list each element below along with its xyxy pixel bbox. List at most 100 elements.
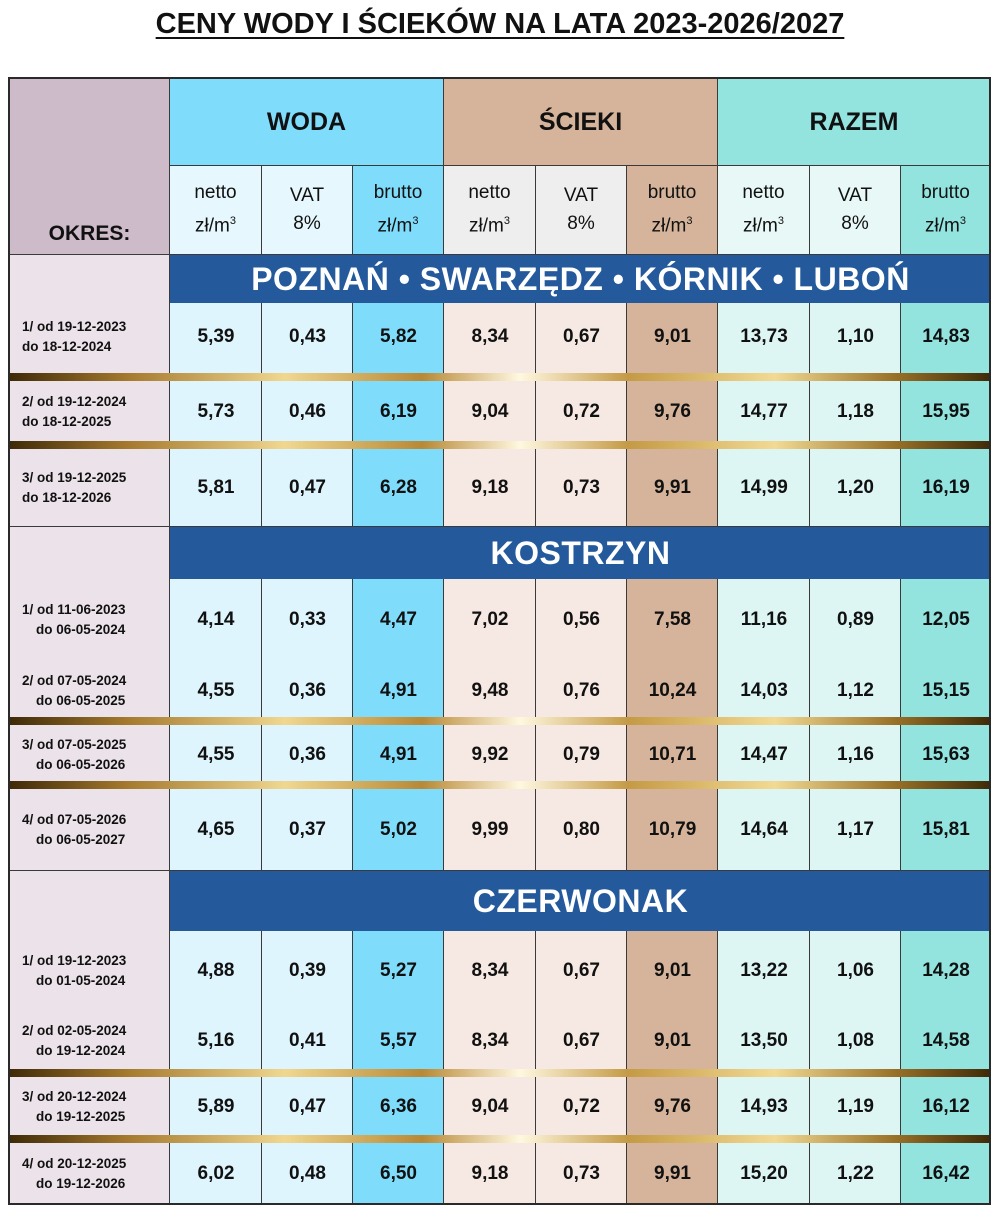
subheader-line2: 8% (841, 210, 868, 238)
section-band: KOSTRZYN (170, 527, 989, 579)
price-cell: 6,50 (380, 1163, 417, 1184)
price-cell: 1,10 (837, 326, 874, 347)
price-cell: 4,65 (197, 819, 235, 840)
price-cell: 9,01 (654, 1030, 691, 1051)
value-column-bg (901, 579, 989, 871)
price-cell: 9,76 (654, 400, 691, 422)
price-cell: 14,64 (740, 819, 788, 840)
section-band: POZNAŃ • SWARZĘDZ • KÓRNIK • LUBOŃ (170, 255, 989, 303)
price-cell: 0,67 (563, 960, 600, 981)
value-column-bg (810, 931, 901, 1203)
gold-separator (10, 373, 989, 381)
value-column-bg (170, 303, 262, 527)
price-cell: 15,63 (922, 744, 970, 765)
price-cell: 6,36 (380, 1096, 417, 1117)
price-cell: 4,91 (380, 680, 417, 701)
period-from: 1/ od 11-06-2023 (22, 602, 126, 617)
period-label: 2/ od 02-05-2024 do 19-12-2024 (10, 1021, 170, 1061)
price-cell: 10,24 (648, 680, 697, 701)
price-cell: 14,28 (922, 960, 970, 981)
price-cell: 9,99 (471, 819, 509, 840)
period-from: 2/ od 07-05-2024 (22, 673, 127, 688)
value-column-bg (536, 303, 627, 527)
subheader-unit: 8% (567, 213, 595, 234)
price-cell: 0,79 (563, 744, 600, 765)
gold-separator (10, 717, 989, 725)
subheader-line2: zł/m3 (469, 207, 510, 240)
subheader-vat: VAT 8% (262, 166, 353, 255)
price-cell: 0,73 (563, 477, 600, 498)
subheader-line2: zł/m3 (195, 207, 236, 240)
subheader-unit: zł/m (195, 215, 230, 237)
price-cell: 0,67 (563, 326, 600, 347)
price-cell: 4,14 (197, 609, 235, 630)
price-cell: 7,02 (471, 609, 509, 630)
price-cell: 1,08 (837, 1030, 874, 1051)
price-cell: 1,12 (837, 680, 874, 701)
price-cell: 14,58 (922, 1030, 970, 1051)
price-cell: 9,18 (471, 477, 509, 498)
period-label: 2/ od 19-12-2024 do 18-12-2025 (10, 392, 170, 432)
price-cell: 0,47 (289, 1096, 326, 1117)
subheader-unit: zł/m (925, 215, 960, 237)
period-label: 2/ od 07-05-2024 do 06-05-2025 (10, 671, 170, 711)
period-to: do 19-12-2025 (36, 1109, 126, 1124)
price-cell: 10,79 (648, 819, 697, 840)
value-column-bg (536, 579, 627, 871)
price-cell: 5,16 (197, 1030, 235, 1051)
period-label: 4/ od 20-12-2025 do 19-12-2026 (10, 1154, 170, 1194)
period-from: 4/ od 07-05-2026 (22, 812, 127, 827)
price-cell: 14,83 (922, 326, 970, 347)
period-from: 3/ od 07-05-2025 (22, 737, 127, 752)
price-cell: 0,67 (563, 1030, 600, 1051)
period-label: 3/ od 07-05-2025 do 06-05-2026 (10, 735, 170, 775)
value-column-bg (536, 931, 627, 1203)
subheader-line2: zł/m3 (378, 207, 419, 240)
subheader-unit-exponent: 3 (503, 215, 510, 228)
period-to: do 01-05-2024 (36, 973, 126, 988)
price-cell: 0,80 (563, 819, 600, 840)
price-cell: 6,02 (197, 1163, 235, 1184)
value-column-bg (901, 303, 989, 527)
value-column-bg (262, 303, 353, 527)
subheader-unit-exponent: 3 (959, 215, 966, 228)
subheader-unit: zł/m (377, 215, 413, 237)
price-cell: 8,34 (471, 1030, 509, 1051)
value-column-bg (444, 931, 536, 1203)
subheader-line1: netto (194, 182, 237, 204)
period-from: 3/ od 19-12-2025 (22, 470, 127, 485)
period-to: do 19-12-2024 (36, 1043, 126, 1058)
price-cell: 15,15 (922, 680, 970, 701)
price-cell: 4,55 (197, 680, 235, 701)
price-cell: 0,36 (289, 744, 326, 765)
price-cell: 5,02 (380, 819, 417, 840)
price-cell: 1,19 (837, 1096, 874, 1117)
subheader-netto: netto zł/m3 (444, 166, 536, 255)
price-cell: 14,47 (740, 744, 788, 765)
price-cell: 5,73 (197, 400, 235, 422)
price-cell: 14,99 (740, 477, 788, 498)
value-column-bg (353, 579, 444, 871)
gold-separator (10, 781, 989, 789)
price-cell: 0,76 (563, 680, 600, 701)
price-cell: 0,56 (563, 609, 600, 630)
subheader-line2: zł/m3 (925, 207, 966, 240)
price-cell: 5,57 (380, 1030, 417, 1051)
period-from: 2/ od 19-12-2024 (22, 393, 127, 409)
value-column-bg (170, 931, 262, 1203)
subheader-vat: VAT 8% (810, 166, 901, 255)
price-cell: 11,16 (740, 609, 788, 630)
period-column-bg (10, 527, 170, 871)
period-label: 4/ od 07-05-2026 do 06-05-2027 (10, 810, 170, 850)
value-column-bg (444, 579, 536, 871)
period-label: 3/ od 20-12-2024 do 19-12-2025 (10, 1087, 170, 1127)
price-cell: 14,77 (740, 400, 788, 422)
price-cell: 8,34 (471, 326, 509, 347)
value-column-bg (170, 579, 262, 871)
price-cell: 9,76 (654, 1096, 691, 1117)
header-razem: RAZEM (718, 79, 989, 166)
value-column-bg (262, 579, 353, 871)
price-cell: 0,33 (289, 609, 326, 630)
period-from: 1/ od 19-12-2023 (22, 953, 127, 968)
price-cell: 16,42 (922, 1163, 970, 1184)
